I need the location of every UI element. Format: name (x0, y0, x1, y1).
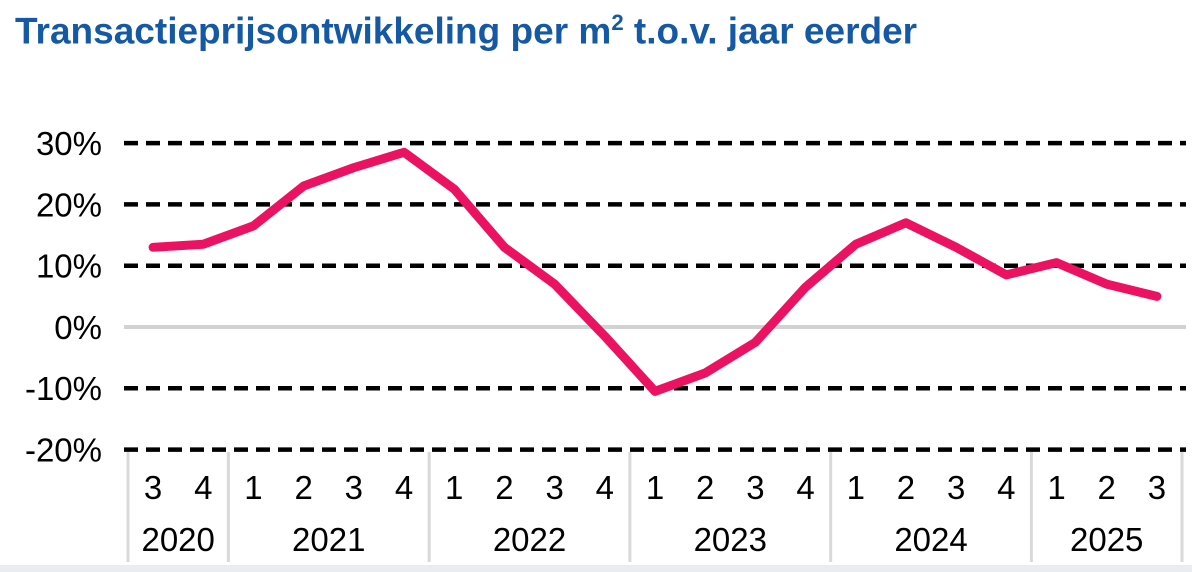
chart-title-text: Transactieprijsontwikkeling per m (15, 10, 612, 52)
x-axis-quarter-label: 1 (244, 469, 262, 506)
y-axis-tick-label: 30% (36, 125, 102, 162)
chart-title-superscript: 2 (611, 10, 624, 35)
y-axis-tick-label: 0% (54, 309, 102, 346)
x-axis-quarter-label: 2 (294, 469, 312, 506)
x-axis-quarter-label: 4 (194, 469, 212, 506)
x-axis-quarter-label: 1 (646, 469, 664, 506)
x-axis-quarter-label: 1 (847, 469, 865, 506)
x-axis-quarter-label: 2 (495, 469, 513, 506)
x-axis-quarter-label: 3 (144, 469, 162, 506)
x-axis-year-label: 2023 (694, 521, 767, 558)
x-axis-quarter-label: 2 (897, 469, 915, 506)
y-axis-tick-label: 10% (36, 248, 102, 285)
x-axis-year-label: 2024 (894, 521, 967, 558)
x-axis-year-label: 2021 (292, 521, 365, 558)
x-axis-quarter-label: 4 (596, 469, 614, 506)
x-axis-quarter-label: 4 (997, 469, 1015, 506)
x-axis-year-label: 2022 (493, 521, 566, 558)
x-axis-quarter-label: 2 (696, 469, 714, 506)
x-axis-quarter-label: 2 (1098, 469, 1116, 506)
page-bottom-divider (0, 565, 1192, 572)
x-axis-quarter-label: 3 (345, 469, 363, 506)
x-axis-quarter-label: 3 (545, 469, 563, 506)
x-axis-quarter-label: 3 (1148, 469, 1166, 506)
x-axis-quarter-label: 4 (796, 469, 814, 506)
x-axis-year-label: 2020 (141, 521, 214, 558)
x-axis-quarter-label: 1 (1047, 469, 1065, 506)
y-axis-tick-label: 20% (36, 186, 102, 223)
x-axis-quarter-label: 4 (395, 469, 413, 506)
x-axis-quarter-label: 1 (445, 469, 463, 506)
y-axis-tick-label: -10% (25, 370, 102, 407)
chart-title: Transactieprijsontwikkeling per m2 t.o.v… (15, 10, 917, 52)
chart-title-text-suffix: t.o.v. jaar eerder (623, 10, 918, 52)
x-axis-quarter-label: 3 (746, 469, 764, 506)
y-axis-tick-label: -20% (25, 431, 102, 468)
x-axis-quarter-label: 3 (947, 469, 965, 506)
x-axis-year-label: 2025 (1070, 521, 1143, 558)
price-development-series-line (148, 147, 1162, 396)
